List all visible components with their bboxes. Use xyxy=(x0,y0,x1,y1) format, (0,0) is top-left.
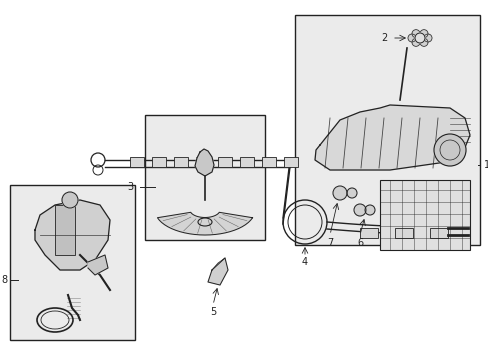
Bar xyxy=(174,157,187,167)
Polygon shape xyxy=(195,149,214,176)
Bar xyxy=(55,205,75,255)
Text: 4: 4 xyxy=(301,257,307,267)
Circle shape xyxy=(433,134,465,166)
Circle shape xyxy=(346,188,356,198)
Text: 8: 8 xyxy=(1,275,7,285)
Bar xyxy=(284,157,297,167)
Polygon shape xyxy=(207,258,227,285)
Circle shape xyxy=(332,186,346,200)
Bar xyxy=(394,228,412,238)
Polygon shape xyxy=(157,212,252,235)
Circle shape xyxy=(364,205,374,215)
Circle shape xyxy=(407,34,415,42)
Bar xyxy=(130,157,143,167)
Circle shape xyxy=(353,204,365,216)
Bar xyxy=(196,157,209,167)
Circle shape xyxy=(411,38,419,46)
Bar xyxy=(294,15,479,245)
Bar xyxy=(152,157,165,167)
Bar xyxy=(218,157,231,167)
Circle shape xyxy=(419,30,427,38)
Text: 3: 3 xyxy=(126,182,133,192)
Polygon shape xyxy=(35,200,110,270)
Text: 6: 6 xyxy=(356,238,362,248)
Bar xyxy=(10,185,135,340)
Bar xyxy=(379,180,469,250)
Bar xyxy=(240,157,253,167)
Text: 2: 2 xyxy=(381,33,387,43)
Bar xyxy=(429,228,447,238)
Circle shape xyxy=(419,38,427,46)
Text: 1: 1 xyxy=(483,160,488,170)
Circle shape xyxy=(414,33,424,43)
Polygon shape xyxy=(88,255,108,275)
Text: 7: 7 xyxy=(326,238,332,248)
Polygon shape xyxy=(314,105,469,170)
Circle shape xyxy=(423,34,431,42)
Text: 5: 5 xyxy=(209,307,216,317)
Bar xyxy=(145,115,264,240)
Circle shape xyxy=(411,30,419,38)
Bar xyxy=(262,157,275,167)
Circle shape xyxy=(62,192,78,208)
Bar xyxy=(359,228,377,238)
